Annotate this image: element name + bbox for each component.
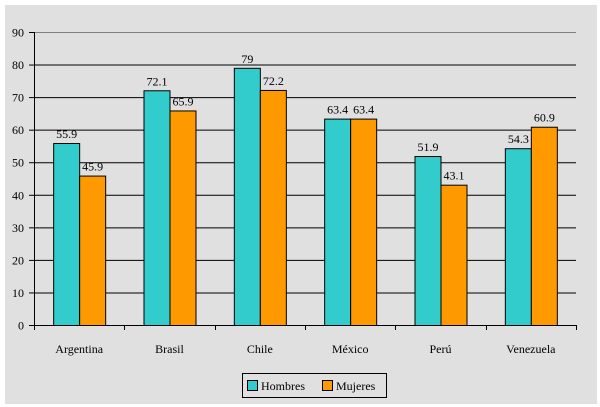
data-label: 65.9 — [173, 94, 194, 108]
data-label: 72.1 — [147, 74, 168, 88]
data-label: 63.4 — [327, 103, 348, 117]
bar-hombres — [233, 67, 261, 327]
legend-swatch-mujeres — [322, 380, 333, 391]
y-tick-label: 30 — [12, 221, 24, 235]
x-tick-label: Perú — [430, 342, 452, 356]
data-label: 60.9 — [534, 111, 555, 125]
bar-hombres — [504, 148, 532, 326]
data-label: 72.2 — [263, 74, 284, 88]
y-tick-label: 80 — [12, 58, 24, 72]
y-tick-label: 0 — [18, 319, 24, 333]
x-tick-label: Brasil — [155, 342, 184, 356]
bar-hombres — [53, 143, 81, 326]
x-tick-label: Argentina — [55, 342, 103, 356]
data-label: 63.4 — [353, 103, 374, 117]
y-tick-label: 60 — [12, 123, 24, 137]
legend — [242, 373, 387, 398]
y-tick-label: 20 — [12, 253, 24, 267]
data-label: 43.1 — [444, 169, 465, 183]
bar-hombres — [414, 156, 442, 326]
y-tick-label: 40 — [12, 188, 24, 202]
bar-mujeres — [259, 89, 287, 327]
bar-hombres — [324, 118, 352, 326]
bar-hombres — [143, 90, 171, 326]
legend-label: Mujeres — [336, 379, 376, 393]
y-tick-label: 70 — [12, 91, 24, 105]
x-tick-label: Chile — [247, 342, 273, 356]
legend-swatch-hombres — [247, 380, 258, 391]
x-tick-label: Venezuela — [506, 342, 556, 356]
y-tick-label: 10 — [12, 286, 24, 300]
data-label: 45.9 — [82, 160, 103, 174]
bar-mujeres — [350, 118, 378, 326]
y-tick-label: 90 — [12, 26, 24, 40]
bar-mujeres — [530, 126, 558, 326]
data-label: 55.9 — [56, 127, 77, 141]
y-tick-label: 50 — [12, 156, 24, 170]
data-label: 79 — [241, 52, 253, 66]
bar-mujeres — [79, 175, 107, 326]
bar-mujeres — [169, 110, 197, 326]
bar-mujeres — [440, 184, 468, 326]
x-tick-label: México — [332, 342, 369, 356]
data-label: 51.9 — [418, 140, 439, 154]
data-label: 54.3 — [508, 132, 529, 146]
legend-label: Hombres — [261, 379, 305, 393]
